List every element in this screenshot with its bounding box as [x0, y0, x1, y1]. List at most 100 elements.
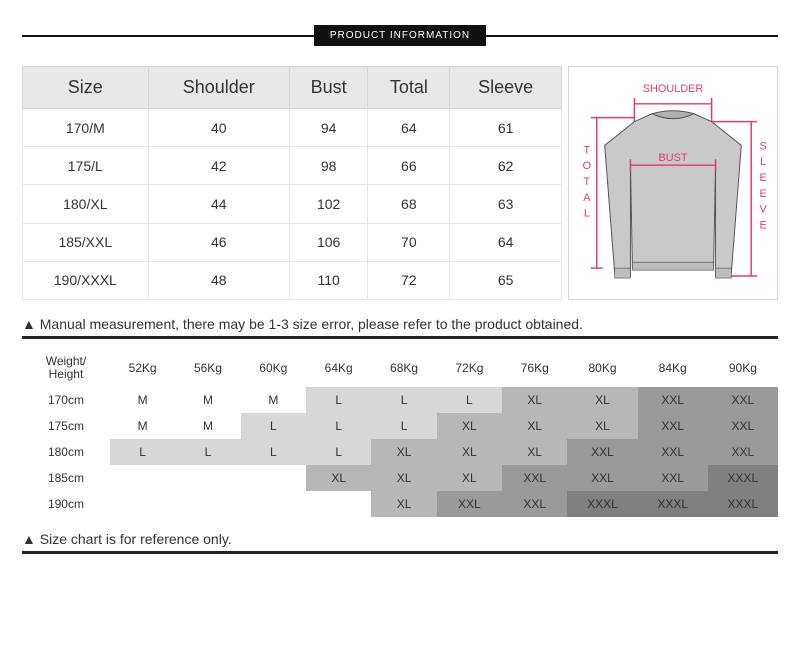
rec-cell: XXL	[567, 465, 637, 491]
rec-cell: XL	[502, 387, 567, 413]
rec-cell: XXL	[502, 465, 567, 491]
rec-cell	[306, 491, 371, 517]
size-cell: 94	[289, 109, 367, 147]
size-cell: 46	[148, 223, 289, 261]
rec-cell: XL	[437, 465, 502, 491]
svg-text:E: E	[759, 172, 766, 184]
garment-diagram: SHOULDERBUSTTOTALSLEEVE	[568, 66, 778, 300]
svg-text:O: O	[583, 160, 591, 172]
svg-text:T: T	[584, 176, 591, 188]
size-cell: 102	[289, 185, 367, 223]
height-header: 170cm	[22, 387, 110, 413]
weight-header: 76Kg	[502, 349, 567, 387]
rec-cell	[241, 491, 306, 517]
weight-header: 84Kg	[638, 349, 708, 387]
size-cell: 64	[368, 109, 450, 147]
rec-cell: XXL	[567, 439, 637, 465]
rec-cell: M	[110, 413, 175, 439]
rec-cell: XL	[502, 413, 567, 439]
rec-cell: XL	[437, 439, 502, 465]
rec-cell: L	[241, 439, 306, 465]
rec-cell: XL	[567, 413, 637, 439]
rec-cell: XXL	[437, 491, 502, 517]
size-cell: 70	[368, 223, 450, 261]
size-recommendation-table: Weight/Height52Kg56Kg60Kg64Kg68Kg72Kg76K…	[22, 349, 778, 517]
rec-cell: L	[371, 413, 436, 439]
size-cell: 98	[289, 147, 367, 185]
size-cell: 63	[450, 185, 562, 223]
rec-cell: XXL	[638, 413, 708, 439]
size-col-header: Bust	[289, 67, 367, 109]
size-cell: 185/XXL	[23, 223, 149, 261]
rec-cell: L	[306, 387, 371, 413]
table-row: 180/XL441026863	[23, 185, 562, 223]
rec-cell: XXL	[638, 439, 708, 465]
weight-header: 52Kg	[110, 349, 175, 387]
size-col-header: Total	[368, 67, 450, 109]
weight-header: 60Kg	[241, 349, 306, 387]
table-row: 175/L42986662	[23, 147, 562, 185]
size-cell: 72	[368, 261, 450, 299]
size-cell: 48	[148, 261, 289, 299]
table-row: 180cmLLLLXLXLXLXXLXXLXXL	[22, 439, 778, 465]
rec-cell: XXL	[708, 439, 778, 465]
weight-header: 64Kg	[306, 349, 371, 387]
rec-cell: M	[175, 387, 240, 413]
rec-cell: M	[110, 387, 175, 413]
rec-cell: XL	[306, 465, 371, 491]
rec-cell: XXXL	[708, 465, 778, 491]
top-row: SizeShoulderBustTotalSleeve 170/M4094646…	[22, 66, 778, 300]
rec-cell: L	[371, 387, 436, 413]
height-header: 185cm	[22, 465, 110, 491]
size-cell: 64	[450, 223, 562, 261]
table-row: 190/XXXL481107265	[23, 261, 562, 299]
size-measurement-table: SizeShoulderBustTotalSleeve 170/M4094646…	[22, 66, 562, 300]
rec-cell	[175, 465, 240, 491]
reference-note: ▲ Size chart is for reference only.	[22, 527, 778, 554]
size-cell: 175/L	[23, 147, 149, 185]
section-banner: PRODUCT INFORMATION	[22, 22, 778, 48]
rec-cell: XL	[371, 439, 436, 465]
svg-text:L: L	[760, 156, 766, 168]
rec-cell: L	[306, 439, 371, 465]
rec-cell: L	[175, 439, 240, 465]
table-row: 175cmMMLLLXLXLXLXXLXXL	[22, 413, 778, 439]
size-cell: 106	[289, 223, 367, 261]
svg-text:V: V	[759, 204, 767, 216]
rec-cell: XL	[502, 439, 567, 465]
garment-svg: SHOULDERBUSTTOTALSLEEVE	[575, 73, 771, 293]
svg-text:BUST: BUST	[658, 152, 687, 164]
measurement-note: ▲ Manual measurement, there may be 1-3 s…	[22, 312, 778, 339]
rec-cell: L	[110, 439, 175, 465]
rec-cell: XXL	[708, 387, 778, 413]
rec-cell: L	[437, 387, 502, 413]
size-cell: 190/XXXL	[23, 261, 149, 299]
table-row: 190cmXLXXLXXLXXXLXXXLXXXL	[22, 491, 778, 517]
table-row: 170cmMMMLLLXLXLXXLXXL	[22, 387, 778, 413]
rec-cell: XXXL	[567, 491, 637, 517]
height-header: 175cm	[22, 413, 110, 439]
table-row: 185cmXLXLXLXXLXXLXXLXXXL	[22, 465, 778, 491]
svg-text:SHOULDER: SHOULDER	[643, 83, 704, 95]
size-col-header: Shoulder	[148, 67, 289, 109]
weight-header: 56Kg	[175, 349, 240, 387]
height-header: 180cm	[22, 439, 110, 465]
size-col-header: Size	[23, 67, 149, 109]
svg-text:L: L	[584, 208, 590, 220]
size-cell: 180/XL	[23, 185, 149, 223]
svg-text:S: S	[759, 140, 766, 152]
rec-cell: XL	[437, 413, 502, 439]
size-cell: 62	[450, 147, 562, 185]
rec-cell: XXL	[708, 413, 778, 439]
rec-cell: XXXL	[708, 491, 778, 517]
weight-header: 90Kg	[708, 349, 778, 387]
weight-header: 72Kg	[437, 349, 502, 387]
size-cell: 66	[368, 147, 450, 185]
size-cell: 110	[289, 261, 367, 299]
rec-cell	[241, 465, 306, 491]
rec-cell: XL	[371, 465, 436, 491]
rec-cell: XXL	[638, 465, 708, 491]
rec-cell: L	[241, 413, 306, 439]
rec-cell: XXL	[502, 491, 567, 517]
rec-cell: XL	[567, 387, 637, 413]
